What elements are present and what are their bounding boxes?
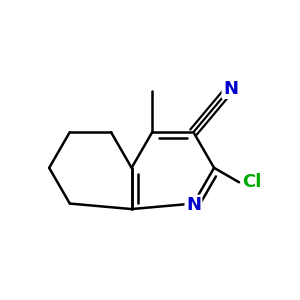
Text: Cl: Cl bbox=[243, 173, 262, 191]
Text: N: N bbox=[223, 80, 238, 98]
Text: N: N bbox=[186, 196, 201, 214]
